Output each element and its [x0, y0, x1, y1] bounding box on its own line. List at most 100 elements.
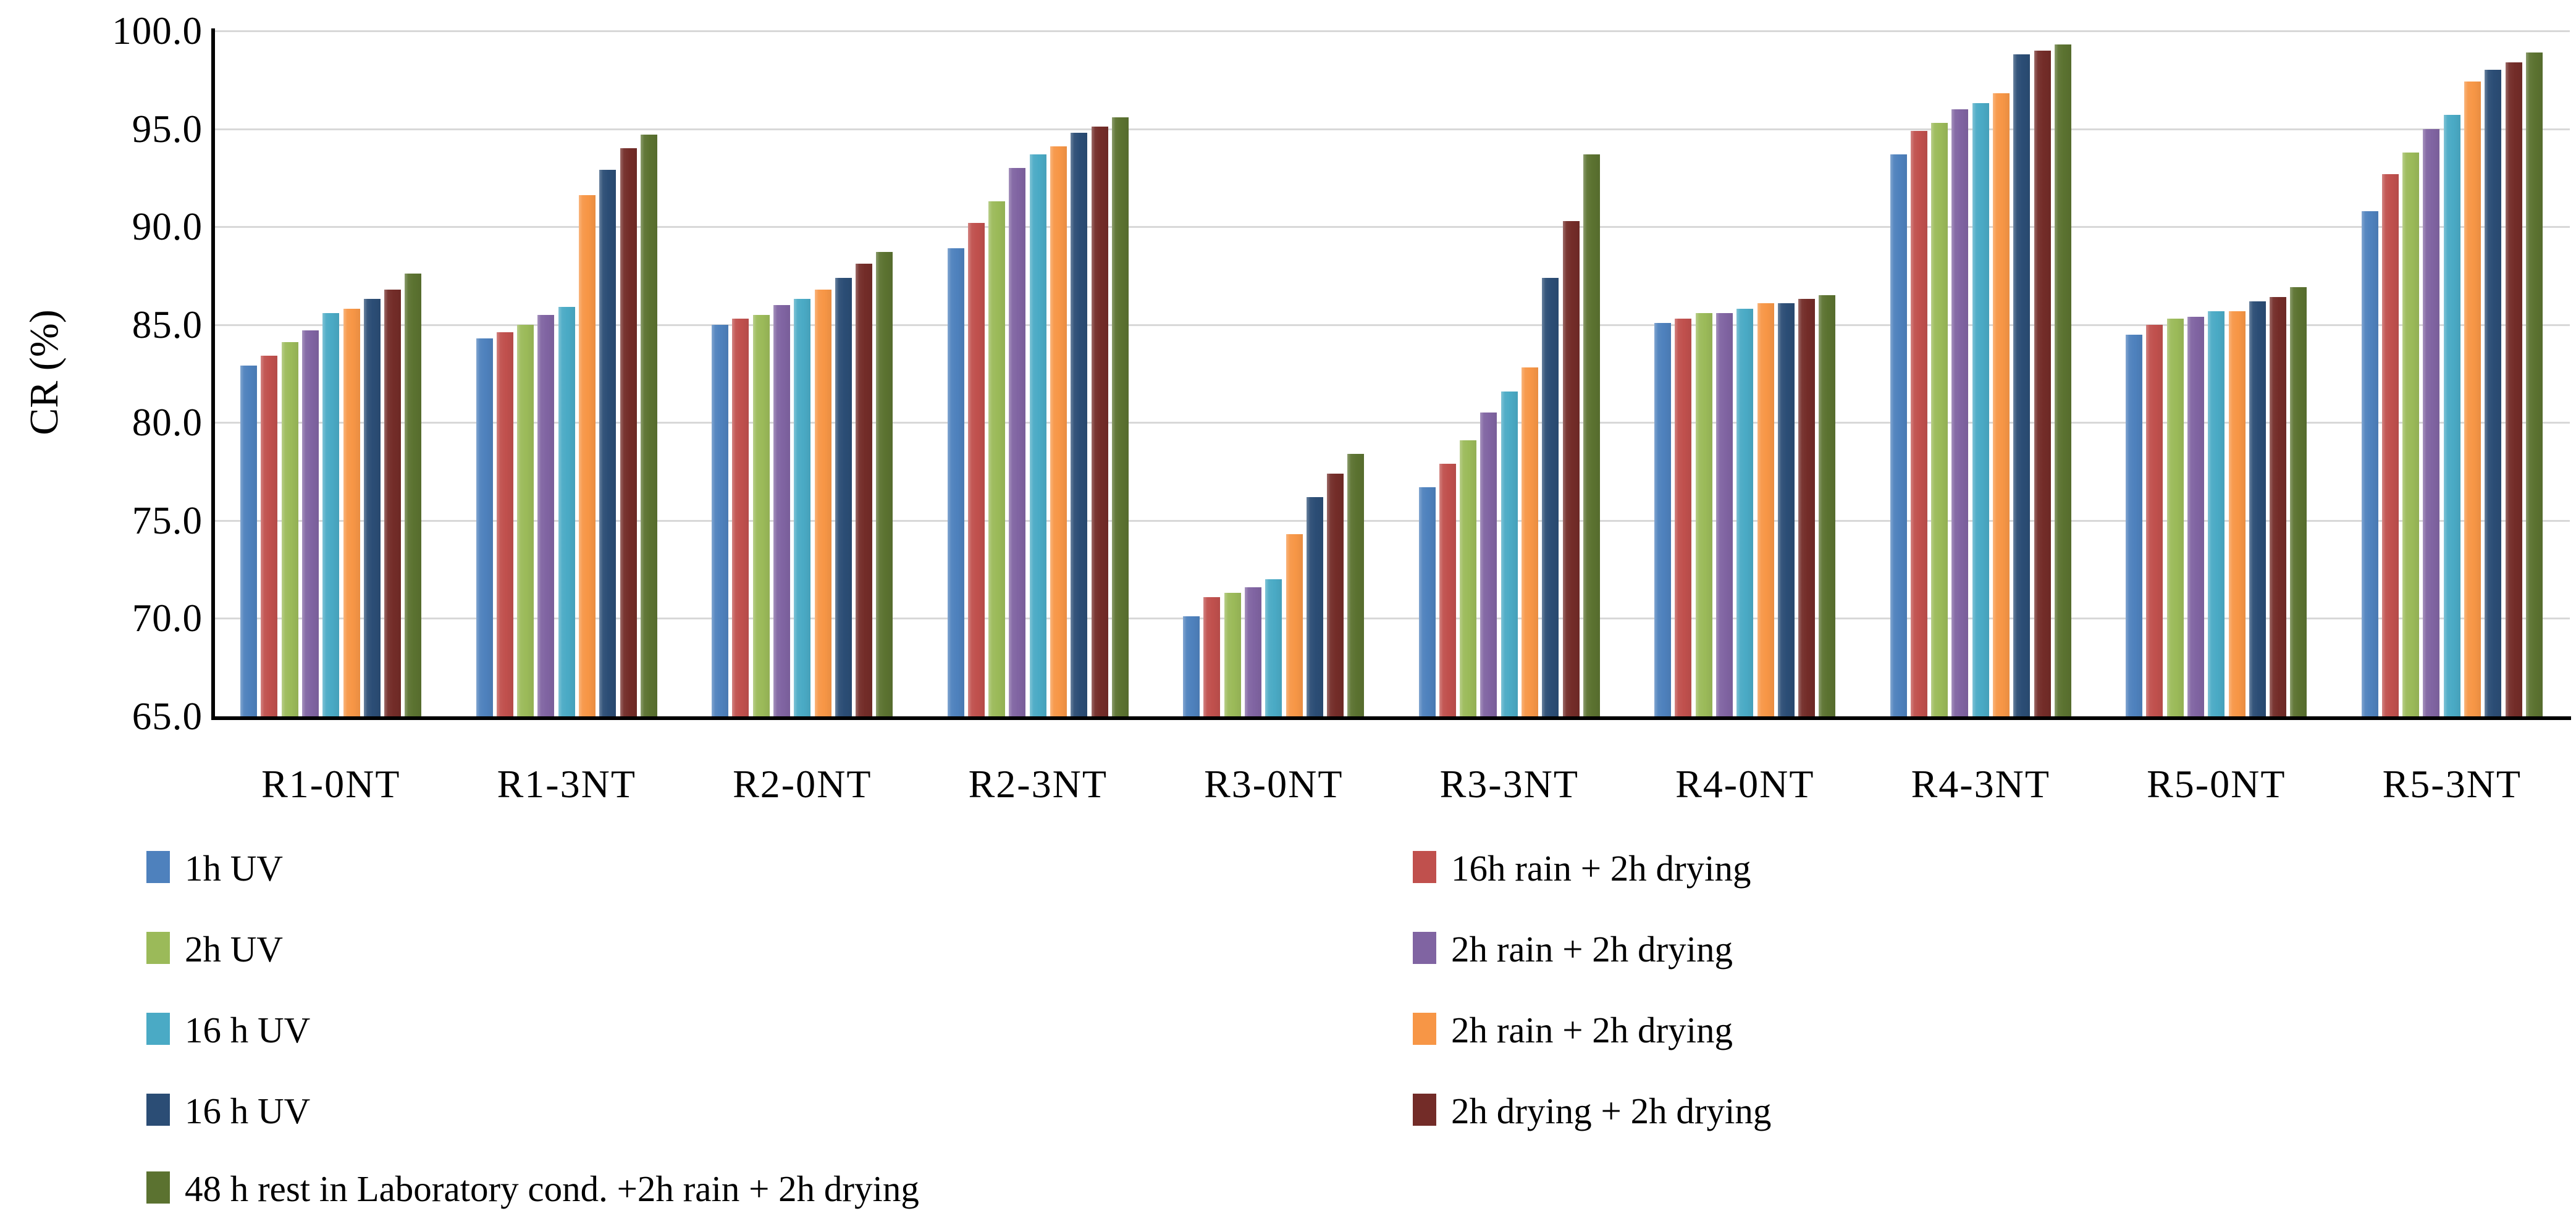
bar-R2-3NT-s8	[1091, 127, 1108, 716]
y-axis-tick-label: 95.0	[132, 107, 203, 151]
bar-sheen	[856, 264, 873, 716]
bar-R2-3NT-s2	[967, 222, 985, 716]
bar-R2-3NT-s4	[1009, 168, 1026, 716]
bar-sheen	[794, 299, 811, 716]
bar-R3-0NT-s8	[1327, 473, 1344, 716]
bar-sheen	[2228, 311, 2246, 716]
bar-R5-0NT-s5	[2208, 311, 2225, 716]
gridline	[213, 226, 2570, 228]
bar-sheen	[1972, 103, 1989, 716]
bar-sheen	[732, 319, 749, 716]
legend-label: 48 h rest in Laboratory cond. +2h rain +…	[185, 1168, 919, 1209]
bar-R1-3NT-s1	[476, 338, 493, 716]
x-axis-category-label: R5-0NT	[2147, 762, 2286, 806]
bar-sheen	[2208, 311, 2225, 716]
bar-sheen	[1265, 579, 1282, 716]
bar-sheen	[1244, 587, 1261, 716]
bar-R3-3NT-s9	[1583, 154, 1600, 716]
bar-sheen	[967, 222, 985, 716]
bar-sheen	[1480, 413, 1497, 716]
bar-R5-3NT-s9	[2525, 52, 2543, 716]
bar-sheen	[343, 309, 360, 716]
bar-R4-0NT-s7	[1777, 303, 1795, 716]
bar-R3-3NT-s1	[1418, 487, 1436, 716]
bar-R1-0NT-s2	[261, 356, 278, 716]
bar-R4-3NT-s3	[1931, 123, 1948, 716]
bar-sheen	[1501, 391, 1518, 716]
bar-sheen	[2464, 82, 2481, 716]
bar-R4-0NT-s1	[1654, 322, 1672, 716]
bar-sheen	[1009, 168, 1026, 716]
bar-R3-3NT-s6	[1522, 367, 1539, 716]
bar-R1-3NT-s4	[537, 314, 555, 716]
bar-R3-3NT-s8	[1562, 220, 1580, 716]
y-axis-tick-label: 65.0	[132, 695, 203, 738]
bar-R2-0NT-s6	[814, 289, 831, 716]
x-axis-category-label: R3-0NT	[1204, 762, 1344, 806]
bar-sheen	[1910, 130, 1927, 716]
gridline	[213, 128, 2570, 130]
bar-R1-0NT-s9	[405, 274, 422, 716]
bar-R2-0NT-s7	[835, 277, 852, 716]
bar-sheen	[2505, 62, 2522, 716]
bar-R3-3NT-s4	[1480, 413, 1497, 716]
bar-sheen	[1993, 93, 2010, 716]
bar-R5-0NT-s1	[2126, 334, 2143, 716]
bar-R1-3NT-s8	[620, 148, 637, 716]
x-axis-line	[211, 716, 2571, 720]
bar-sheen	[476, 338, 493, 716]
bar-sheen	[2013, 54, 2031, 716]
bar-sheen	[712, 324, 729, 716]
bar-R3-0NT-s7	[1306, 496, 1323, 716]
bar-sheen	[2402, 152, 2420, 716]
legend-label: 16 h UV	[185, 1010, 311, 1050]
bar-R1-0NT-s1	[240, 366, 258, 716]
legend-label: 2h drying + 2h drying	[1451, 1091, 1772, 1131]
x-axis-category-label: R3-3NT	[1439, 762, 1579, 806]
bar-sheen	[363, 299, 381, 716]
bar-sheen	[2381, 174, 2399, 716]
bar-R4-3NT-s1	[1890, 154, 1907, 716]
bar-R5-0NT-s4	[2187, 317, 2204, 716]
bar-sheen	[835, 277, 852, 716]
bar-sheen	[599, 170, 617, 716]
bar-R5-0NT-s8	[2270, 297, 2287, 716]
bar-sheen	[301, 330, 319, 716]
bar-R4-3NT-s6	[1993, 93, 2010, 716]
bar-sheen	[2126, 334, 2143, 716]
bar-sheen	[1798, 299, 1816, 716]
y-axis-tick-label: 100.0	[112, 9, 203, 52]
bar-R1-0NT-s7	[363, 299, 381, 716]
y-axis-tick-label: 90.0	[132, 205, 203, 249]
bar-sheen	[640, 135, 657, 716]
bar-R3-0NT-s9	[1347, 454, 1365, 716]
bar-sheen	[1583, 154, 1600, 716]
bar-sheen	[1951, 109, 1969, 716]
bar-sheen	[517, 324, 534, 716]
bar-sheen	[1327, 473, 1344, 716]
bar-R3-3NT-s2	[1439, 463, 1456, 716]
legend-swatch	[146, 1013, 170, 1045]
x-axis-category-label: R5-3NT	[2382, 762, 2522, 806]
gridline	[213, 618, 2570, 620]
bar-sheen	[2166, 319, 2184, 716]
bar-sheen	[947, 248, 964, 716]
bar-R4-0NT-s2	[1675, 319, 1692, 716]
bar-sheen	[1890, 154, 1907, 716]
x-axis-category-label: R4-0NT	[1675, 762, 1815, 806]
bar-R2-3NT-s7	[1071, 132, 1088, 716]
gridline	[213, 30, 2570, 32]
x-axis-category-label: R2-0NT	[733, 762, 872, 806]
bar-R1-3NT-s9	[640, 135, 657, 716]
bar-sheen	[2270, 297, 2287, 716]
bar-R2-3NT-s1	[947, 248, 964, 716]
bar-sheen	[281, 342, 298, 716]
bar-sheen	[1347, 454, 1365, 716]
bar-R5-0NT-s6	[2228, 311, 2246, 716]
legend-swatch	[146, 1094, 170, 1126]
bar-R3-3NT-s5	[1501, 391, 1518, 716]
legend-swatch	[1413, 1094, 1436, 1126]
bar-sheen	[876, 252, 893, 716]
bar-R5-3NT-s5	[2443, 115, 2460, 716]
